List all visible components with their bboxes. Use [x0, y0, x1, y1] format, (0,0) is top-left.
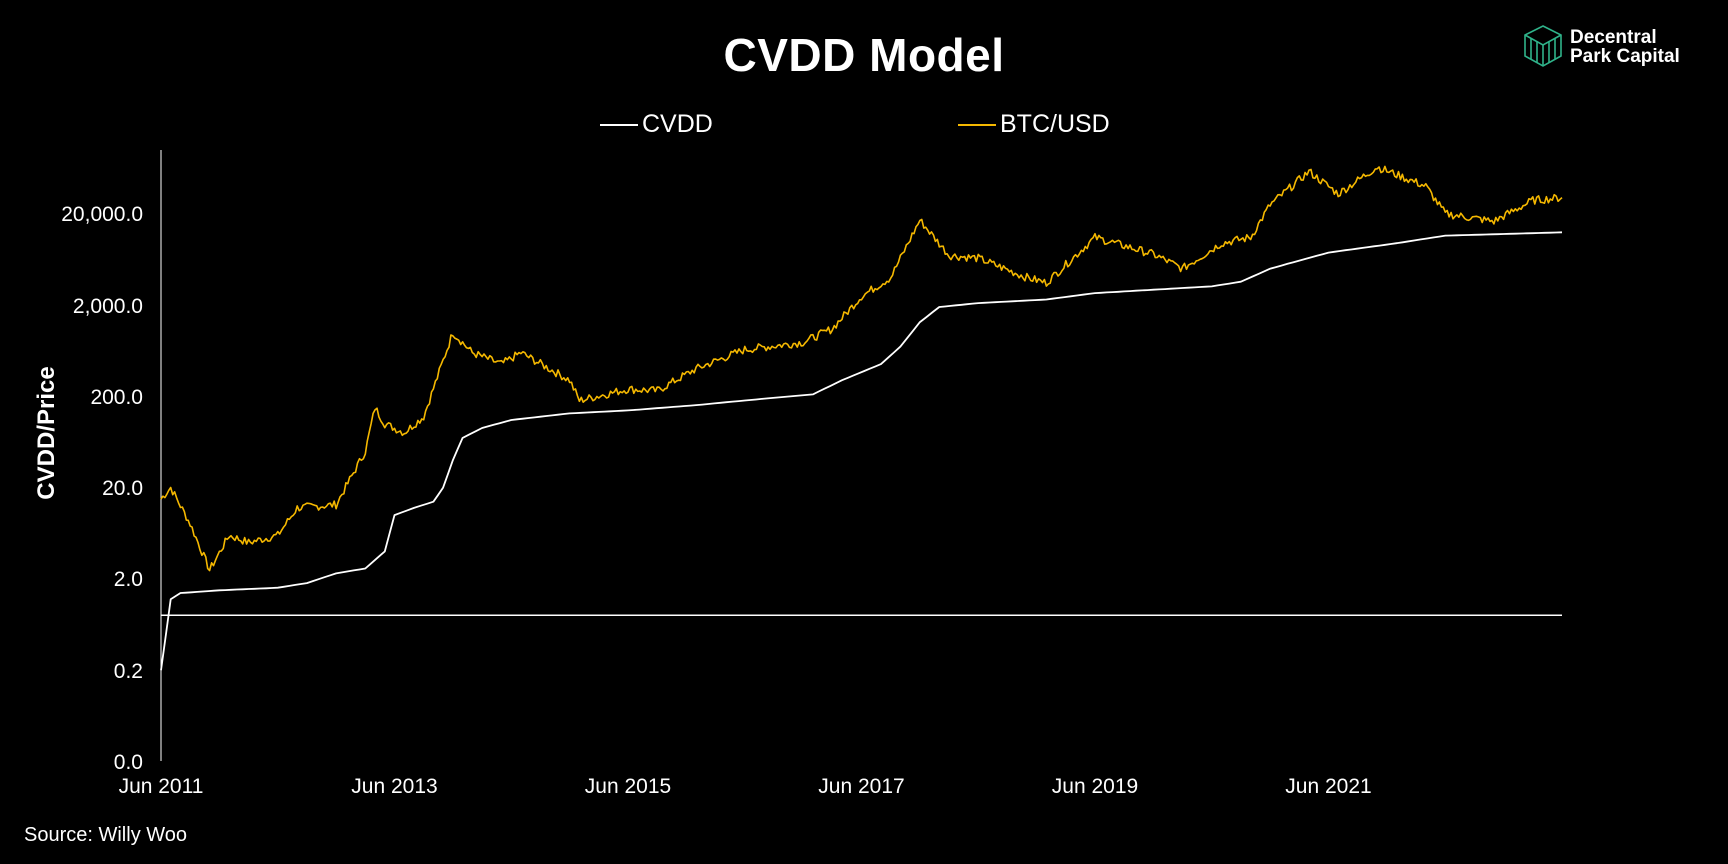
y-tick-label: 2.0: [114, 568, 143, 591]
legend-item-btc: BTC/USD: [958, 110, 1110, 139]
axes: 0.0 0.2 2.0 20.0 200.0 2,000.0 20,000.0 Jun 201…: [33, 150, 1372, 798]
series-line-cvdd: [160, 231, 1563, 671]
source-note: Source: Willy Woo: [24, 824, 188, 846]
plot-area: [160, 165, 1563, 671]
y-tick-label: 20,000.0: [61, 203, 143, 226]
x-tick-label: Jun 2021: [1285, 775, 1371, 798]
y-axis-title: CVDD/Price: [33, 366, 60, 499]
x-tick-label: Jun 2019: [1052, 775, 1138, 798]
brand-name: Decentral Park Capital: [1570, 27, 1680, 67]
legend-swatch-btc: [958, 123, 996, 126]
legend: CVDD BTC/USD: [0, 110, 1728, 144]
legend-swatch-cvdd: [600, 123, 638, 126]
x-tick-label: Jun 2011: [119, 775, 204, 798]
series-line-btc: [160, 165, 1563, 572]
y-tick-label: 2,000.0: [73, 295, 143, 318]
y-tick-label: 0.0: [114, 751, 143, 774]
y-tick-label: 200.0: [90, 386, 143, 409]
x-tick-label: Jun 2015: [585, 775, 671, 798]
y-tick-label: 0.2: [114, 660, 143, 683]
x-tick-label: Jun 2013: [351, 775, 437, 798]
brand-logo: Decentral Park Capital: [1522, 24, 1712, 74]
cube-icon: [1524, 25, 1562, 67]
y-tick-label: 20.0: [102, 477, 143, 500]
legend-label-cvdd: CVDD: [642, 110, 713, 138]
chart-title: CVDD Model: [723, 29, 1005, 81]
x-tick-label: Jun 2017: [818, 775, 904, 798]
legend-item-cvdd: CVDD: [600, 110, 713, 139]
legend-label-btc: BTC/USD: [1000, 110, 1110, 138]
